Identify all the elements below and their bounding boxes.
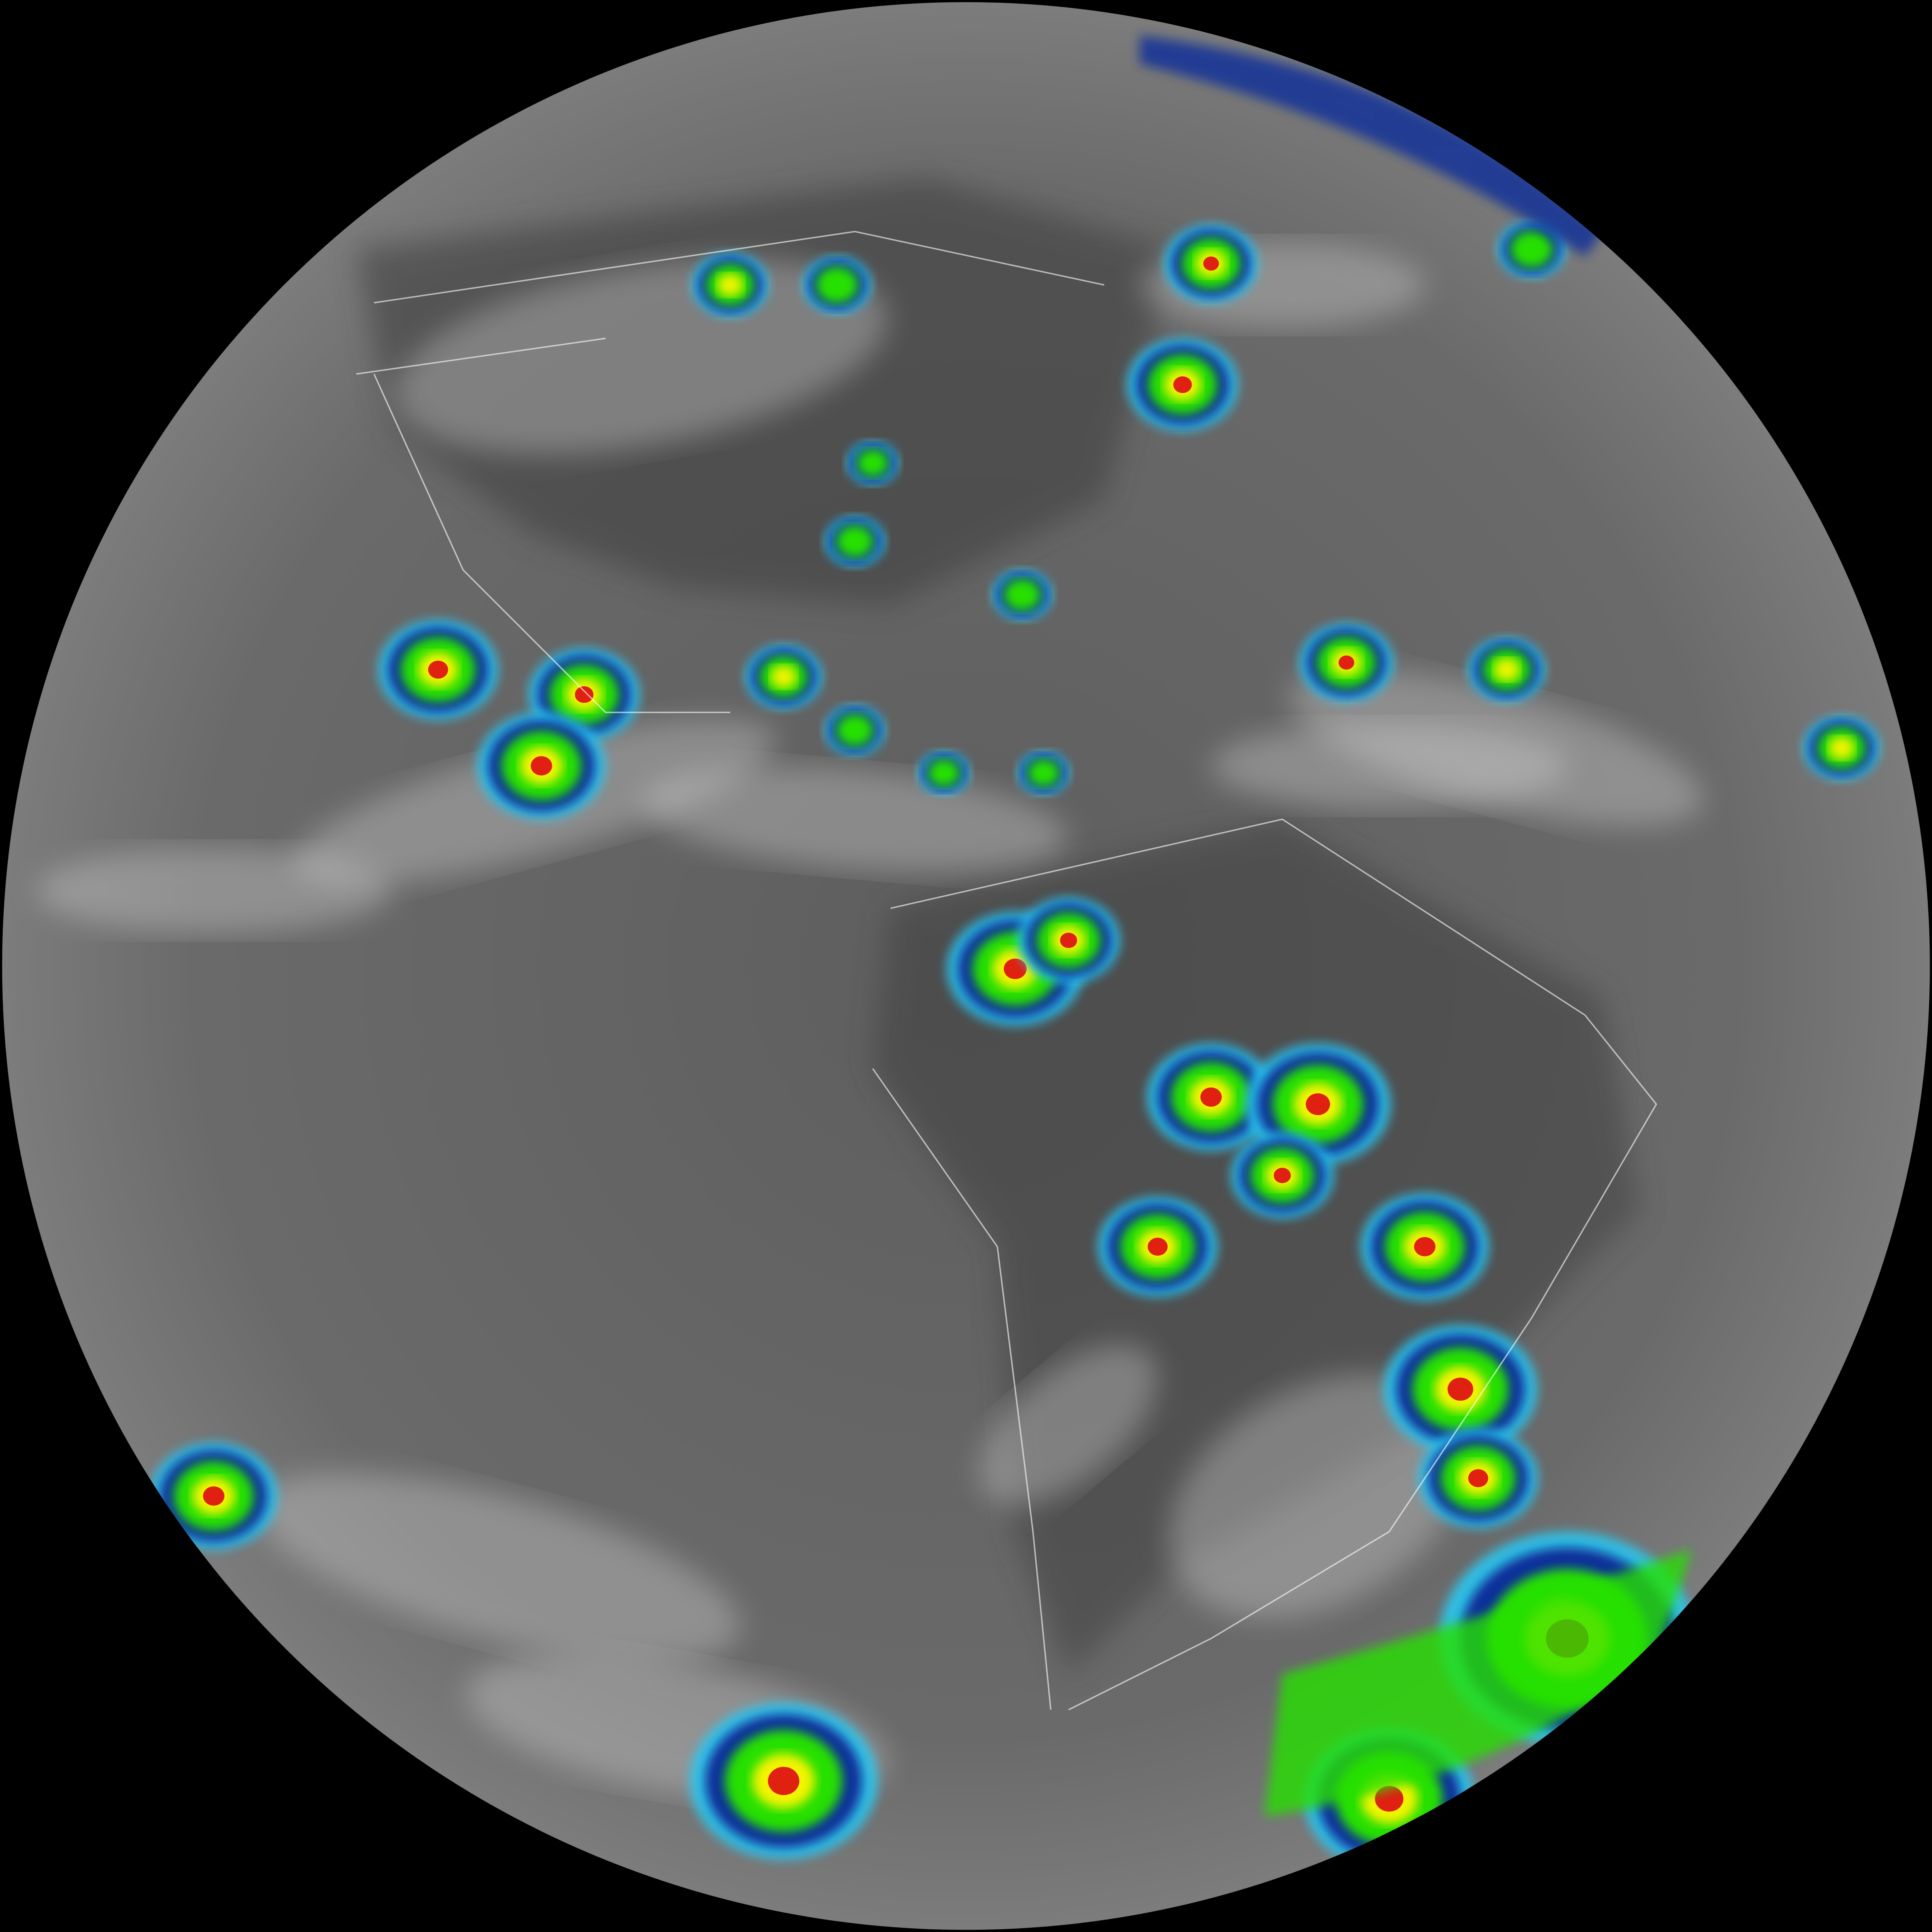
storm-cell-green — [836, 525, 874, 558]
border-outlines — [356, 231, 1657, 1711]
cloud-band — [257, 1473, 740, 1662]
storm-cell-green — [1027, 759, 1060, 787]
storm-cell-red — [1274, 1168, 1291, 1183]
storm-cell-yellow — [770, 665, 797, 688]
storm-cell-green — [836, 714, 874, 747]
storm-cell-red — [1468, 1469, 1488, 1487]
northern-cloud-band — [1139, 36, 1603, 257]
storm-cell-green — [815, 266, 859, 304]
storm-cell-red — [1173, 376, 1192, 393]
storm-cell-red — [1375, 1786, 1404, 1812]
storm-cell-yellow — [717, 274, 743, 296]
storm-cell-red — [575, 686, 594, 703]
storm-cell-green — [928, 759, 960, 787]
storm-cell-red — [1003, 958, 1027, 979]
storm-cell-red — [1306, 1093, 1330, 1115]
cloud-band — [1169, 1373, 1467, 1619]
storm-cell-green — [856, 449, 889, 477]
storm-cell-red — [1148, 1238, 1168, 1256]
storm-cell-green — [1510, 231, 1553, 268]
storm-cell-red — [1203, 256, 1219, 271]
storm-cell-red — [1338, 655, 1354, 670]
storm-cell-red — [1060, 932, 1077, 948]
storm-cell-red — [1414, 1237, 1435, 1257]
cloud-band — [642, 766, 1068, 872]
storm-cell-red — [203, 1486, 224, 1506]
storm-cell-yellow — [1494, 658, 1520, 681]
cloud-band — [1211, 723, 1568, 809]
storm-cell-red — [1200, 1087, 1222, 1107]
storm-cell-red — [428, 660, 448, 679]
storm-cell-yellow — [1828, 736, 1855, 759]
cloud-band — [395, 258, 888, 454]
storm-cell-red — [531, 756, 552, 776]
storm-cell-red — [768, 1767, 799, 1795]
storm-cell-red — [1447, 1378, 1473, 1401]
storm-cell-green — [1003, 578, 1041, 611]
southern-cloud-band — [1264, 1549, 1692, 1817]
cloud-band — [36, 847, 392, 934]
